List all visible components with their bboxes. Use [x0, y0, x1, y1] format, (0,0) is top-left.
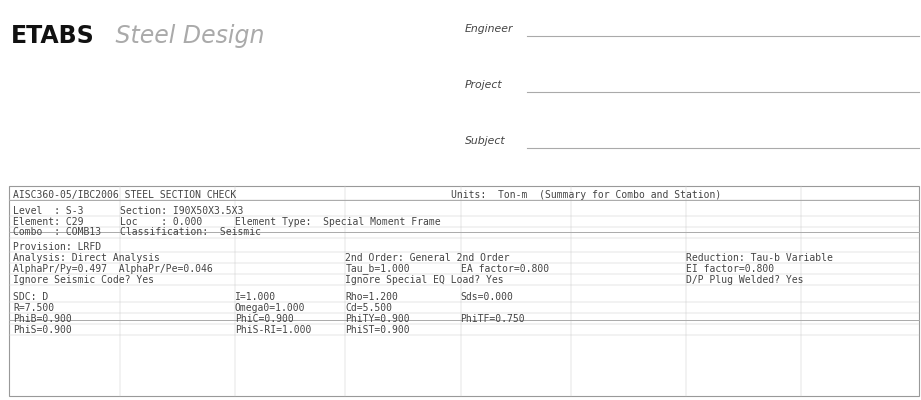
Text: Tau_b=1.000: Tau_b=1.000: [345, 263, 410, 274]
Text: Section: I90X50X3.5X3: Section: I90X50X3.5X3: [120, 206, 243, 216]
Text: I=1.000: I=1.000: [235, 292, 276, 302]
Text: Units:  Ton-m  (Summary for Combo and Station): Units: Ton-m (Summary for Combo and Stat…: [451, 190, 721, 200]
Text: AlphaPr/Py=0.497  AlphaPr/Pe=0.046: AlphaPr/Py=0.497 AlphaPr/Pe=0.046: [13, 264, 213, 274]
Text: PhiC=0.900: PhiC=0.900: [235, 314, 294, 324]
Text: Rho=1.200: Rho=1.200: [345, 292, 398, 302]
Text: Provision: LRFD: Provision: LRFD: [13, 242, 101, 252]
Text: PhiB=0.900: PhiB=0.900: [13, 314, 72, 324]
Text: Level  : S-3: Level : S-3: [13, 206, 84, 216]
Text: Loc    : 0.000: Loc : 0.000: [120, 217, 202, 226]
Text: Sds=0.000: Sds=0.000: [460, 292, 513, 302]
Text: 2nd Order: General 2nd Order: 2nd Order: General 2nd Order: [345, 253, 510, 263]
Text: Ignore Special EQ Load? Yes: Ignore Special EQ Load? Yes: [345, 274, 504, 285]
Text: PhiS-RI=1.000: PhiS-RI=1.000: [235, 325, 311, 334]
Text: Engineer: Engineer: [465, 24, 514, 34]
Text: Element: C29: Element: C29: [13, 217, 84, 226]
Text: Project: Project: [465, 80, 503, 90]
Text: PhiTF=0.750: PhiTF=0.750: [460, 314, 525, 324]
Bar: [9, 186, 919, 396]
Text: EA factor=0.800: EA factor=0.800: [460, 264, 549, 274]
Text: PhiTY=0.900: PhiTY=0.900: [345, 314, 410, 324]
Text: Cd=5.500: Cd=5.500: [345, 303, 392, 313]
Text: Classification:  Seismic: Classification: Seismic: [120, 227, 261, 238]
Text: PhiS=0.900: PhiS=0.900: [13, 325, 72, 334]
Text: Combo  : COMB13: Combo : COMB13: [13, 227, 101, 238]
Text: Analysis: Direct Analysis: Analysis: Direct Analysis: [13, 253, 159, 263]
Text: Omega0=1.000: Omega0=1.000: [235, 303, 306, 313]
Text: R=7.500: R=7.500: [13, 303, 54, 313]
Text: SDC: D: SDC: D: [13, 292, 48, 302]
Text: Element Type:  Special Moment Frame: Element Type: Special Moment Frame: [235, 217, 440, 226]
Text: Subject: Subject: [465, 136, 506, 146]
Text: EI factor=0.800: EI factor=0.800: [686, 264, 775, 274]
Text: Steel Design: Steel Design: [108, 24, 264, 48]
Text: ETABS: ETABS: [11, 24, 95, 48]
Text: Reduction: Tau-b Variable: Reduction: Tau-b Variable: [686, 253, 833, 263]
Text: D/P Plug Welded? Yes: D/P Plug Welded? Yes: [686, 274, 804, 285]
Text: PhiST=0.900: PhiST=0.900: [345, 325, 410, 334]
Text: Ignore Seismic Code? Yes: Ignore Seismic Code? Yes: [13, 274, 154, 285]
Text: AISC360-05/IBC2006 STEEL SECTION CHECK: AISC360-05/IBC2006 STEEL SECTION CHECK: [13, 190, 236, 200]
